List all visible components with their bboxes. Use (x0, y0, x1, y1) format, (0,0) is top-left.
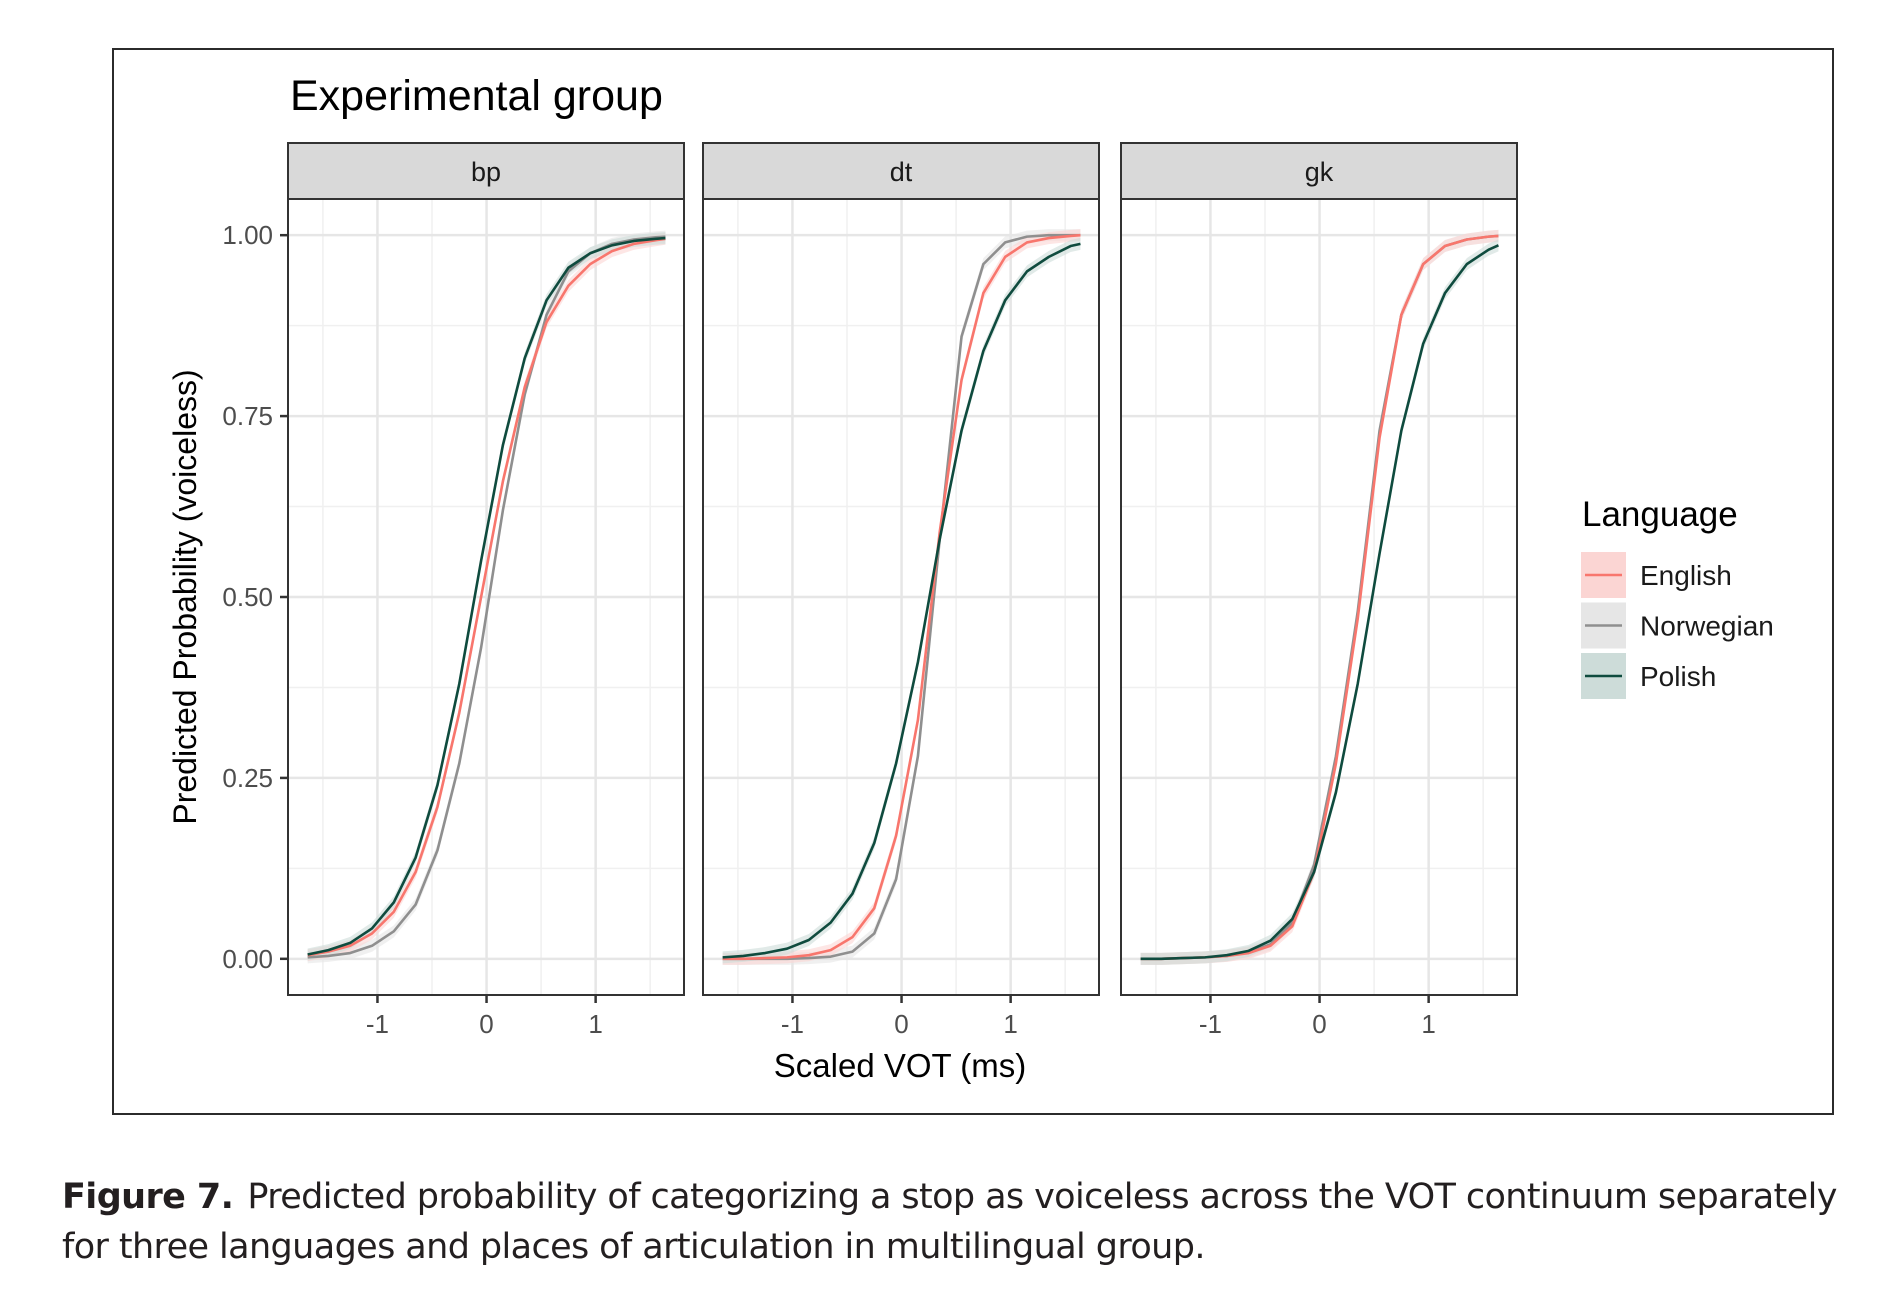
x-tick-label: 0 (1312, 1009, 1326, 1039)
series-line-norwegian (722, 233, 1081, 961)
x-tick-label: -1 (781, 1009, 804, 1039)
y-tick-label: 0.00 (222, 944, 273, 974)
x-tick-label: 1 (1421, 1009, 1435, 1039)
x-tick-label: -1 (1199, 1009, 1222, 1039)
series-line-norwegian (307, 235, 666, 959)
legend-item-polish: Polish (1581, 653, 1716, 699)
y-tick-label: 0.50 (222, 582, 273, 612)
legend-item-english: English (1581, 552, 1732, 598)
series-line-english (307, 237, 666, 957)
legend: Language English Norwegian Polish (1581, 495, 1774, 699)
panel-bp: bp -1 0 1 (287, 142, 685, 1039)
y-axis: 0.00 0.25 0.50 0.75 1.00 (222, 220, 288, 974)
figure-label: Figure 7. (62, 1177, 234, 1217)
series-line-polish (1140, 244, 1499, 961)
faceted-line-chart: Experimental group bp -1 0 1 dt -1 0 1 gk -1 0 1 0.… (167, 72, 1774, 1084)
series-line-polish (722, 242, 1081, 959)
y-tick-label: 0.25 (222, 763, 273, 793)
caption-text: Predicted probability of categorizing a … (62, 1177, 1837, 1267)
x-axis-title: Scaled VOT (ms) (774, 1047, 1026, 1084)
facet-strip (702, 142, 1100, 200)
x-tick-label: 0 (894, 1009, 908, 1039)
legend-label: English (1640, 560, 1732, 591)
facet-label: bp (471, 157, 501, 187)
legend-title: Language (1582, 495, 1738, 534)
series-line-polish (307, 236, 666, 956)
figure-caption: Figure 7. Predicted probability of catego… (62, 1172, 1882, 1272)
y-axis-title: Predicted Probability (voiceless) (167, 369, 203, 824)
facet-label: gk (1305, 157, 1334, 187)
facet-label: dt (890, 157, 913, 187)
chart-title: Experimental group (290, 72, 663, 120)
panel-dt: dt -1 0 1 (702, 142, 1100, 1039)
figure-frame (112, 48, 1834, 1115)
legend-item-norwegian: Norwegian (1581, 602, 1774, 649)
legend-label: Norwegian (1640, 611, 1774, 642)
x-tick-label: -1 (366, 1009, 389, 1039)
panels-group: bp -1 0 1 dt -1 0 1 gk -1 0 1 (287, 142, 1518, 1039)
y-tick-label: 1.00 (222, 220, 273, 250)
x-tick-label: 0 (479, 1009, 493, 1039)
facet-strip (1120, 142, 1518, 200)
x-tick-label: 1 (1003, 1009, 1017, 1039)
x-tick-label: 1 (588, 1009, 602, 1039)
legend-label: Polish (1640, 661, 1716, 692)
series-line-english (722, 233, 1081, 961)
panel-gk: gk -1 0 1 (1120, 142, 1518, 1039)
y-tick-label: 0.75 (222, 401, 273, 431)
